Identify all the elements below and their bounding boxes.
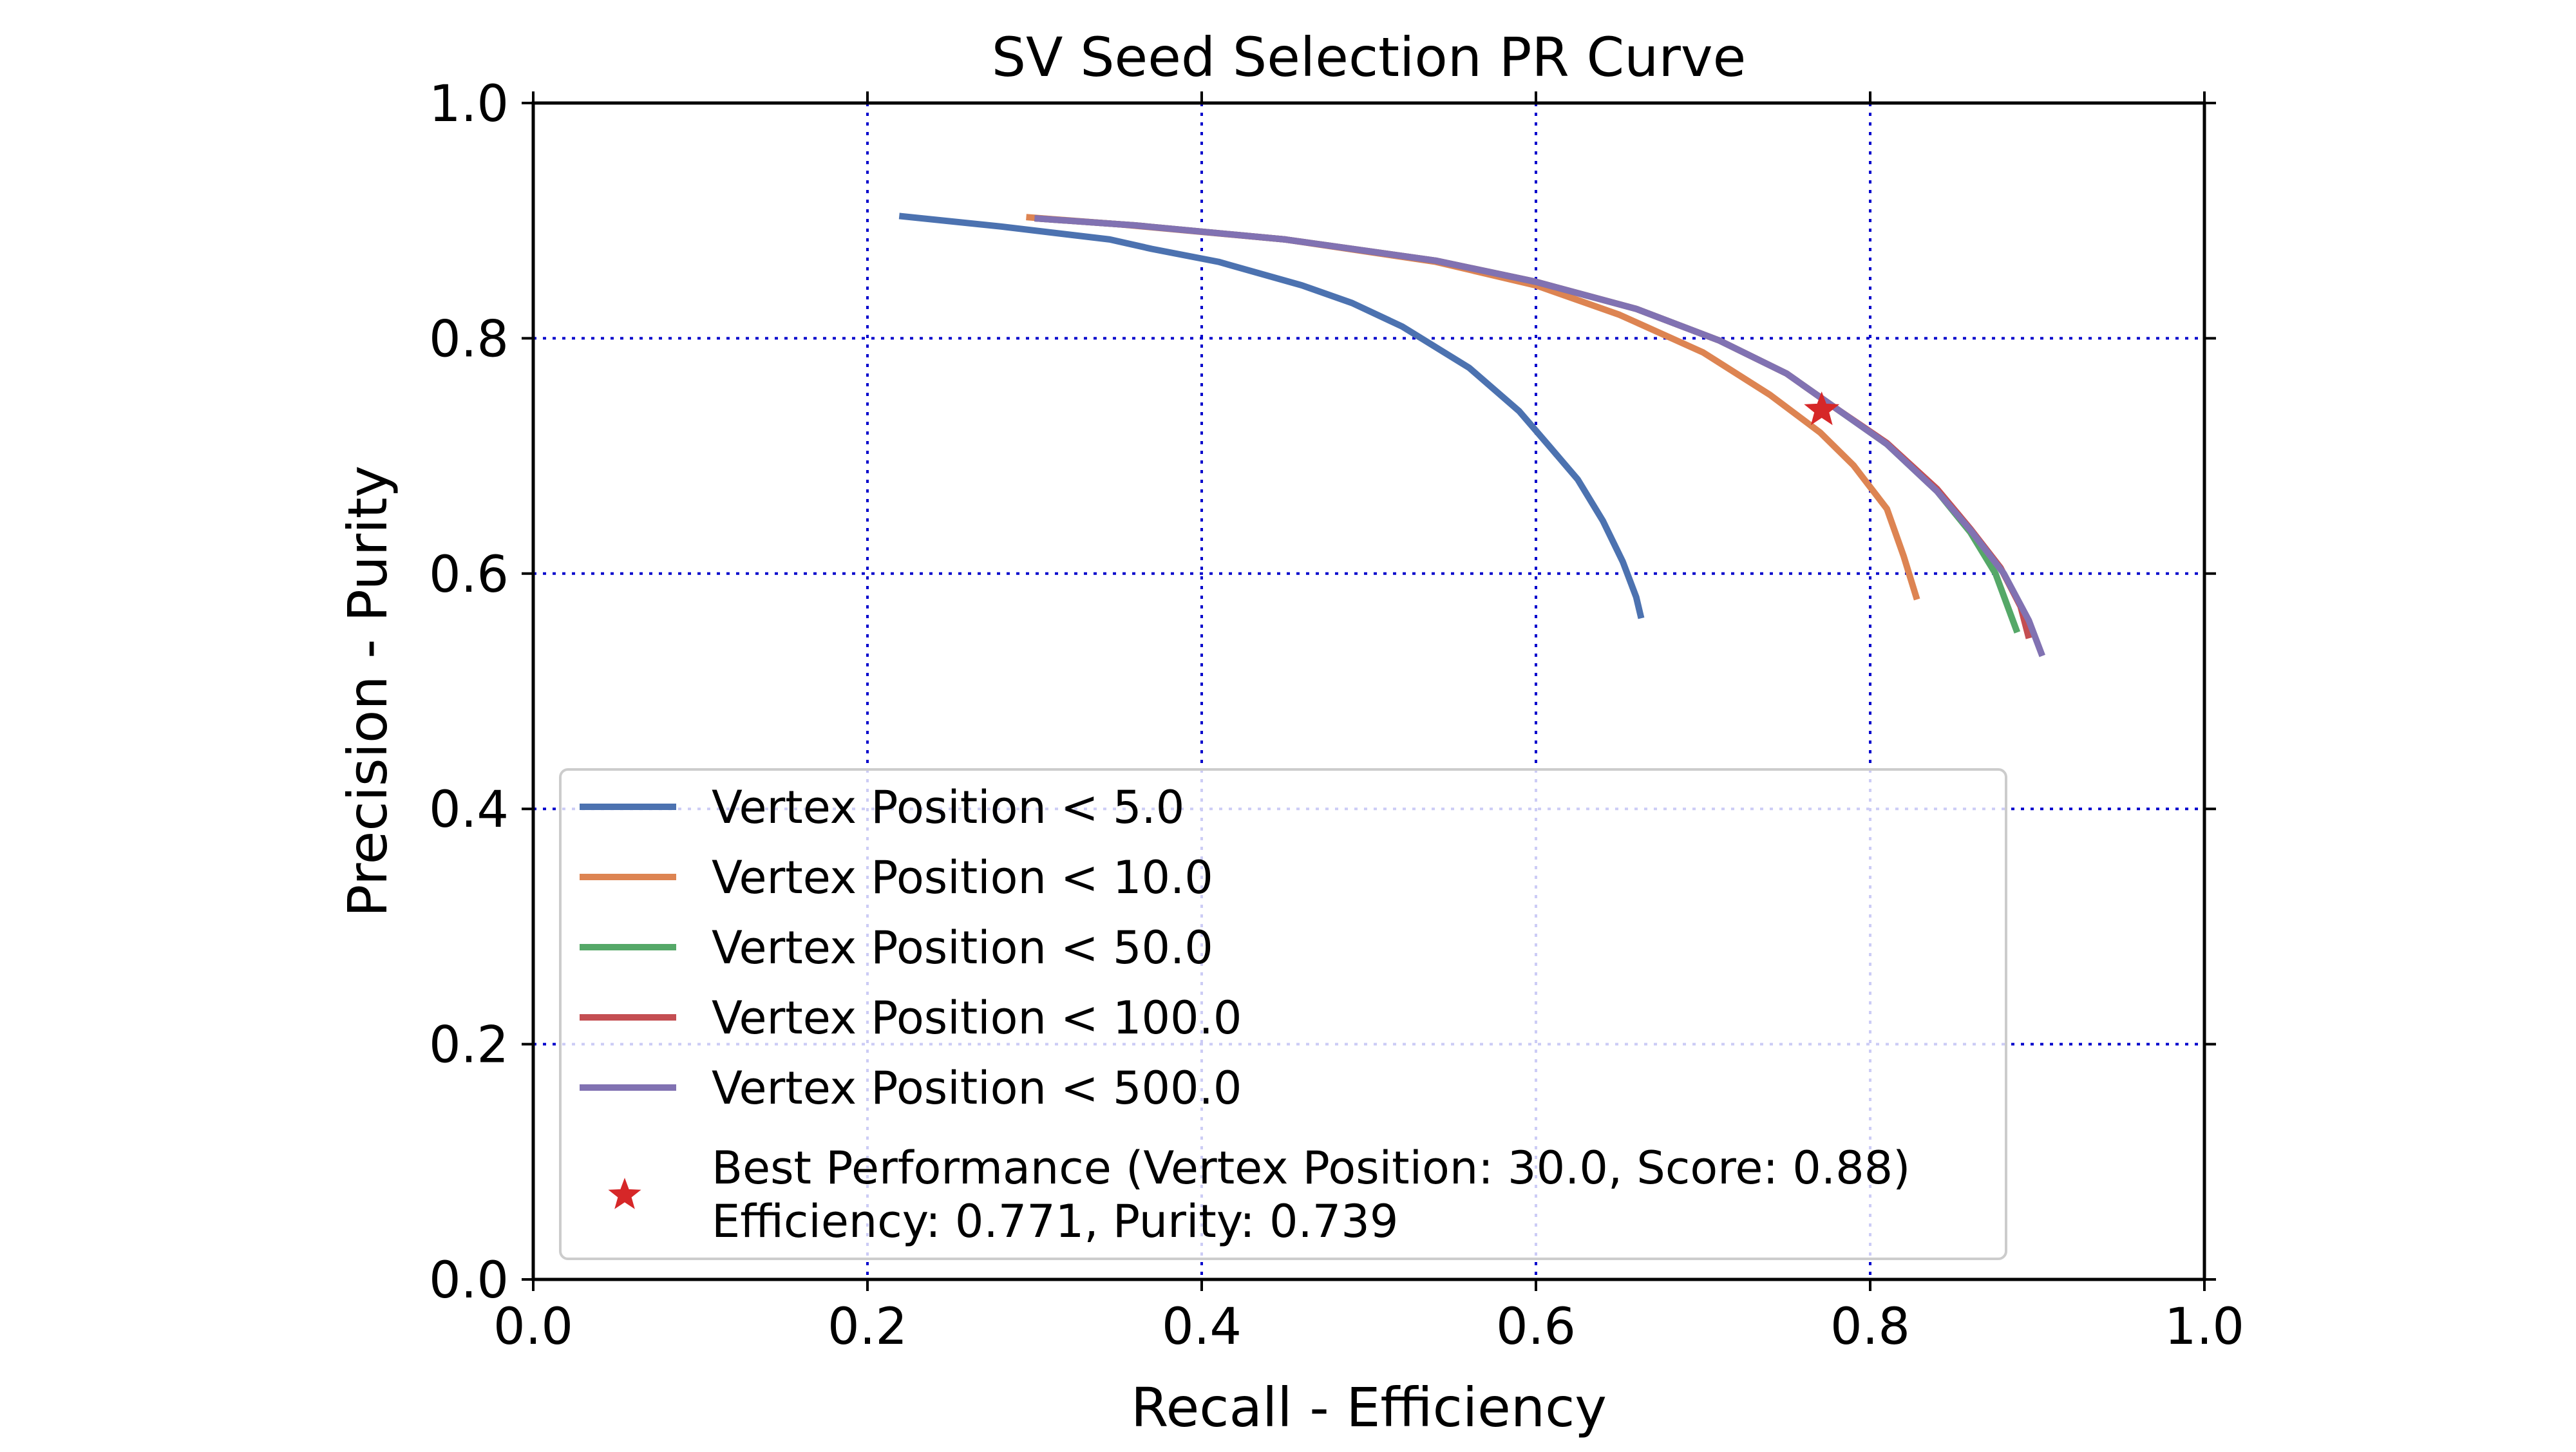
legend-best-efficiency-purity-label: Efficiency: 0.771, Purity: 0.739 xyxy=(712,1195,1398,1248)
y-tick-label: 0.0 xyxy=(429,1252,509,1310)
y-tick-label: 1.0 xyxy=(429,75,509,133)
legend-label-0: Vertex Position < 5.0 xyxy=(712,781,1184,834)
legend-star-swatch xyxy=(608,1178,641,1209)
y-tick-label: 0.8 xyxy=(429,310,509,368)
legend-best-performance-label: Best Performance (Vertex Position: 30.0,… xyxy=(712,1142,1910,1194)
x-tick-label: 0.6 xyxy=(1496,1298,1576,1356)
y-tick-label: 0.4 xyxy=(429,781,509,839)
chart-title: SV Seed Selection PR Curve xyxy=(992,26,1747,89)
x-axis-label: Recall - Efficiency xyxy=(1131,1376,1607,1439)
legend-label-3: Vertex Position < 100.0 xyxy=(712,992,1242,1044)
legend: Vertex Position < 5.0 Vertex Position < 1… xyxy=(559,768,2007,1260)
axis-ticks: 0.0 0.2 0.4 0.6 0.8 1.0 0.0 0.2 0.4 0.6 0.8 1.0 xyxy=(429,75,2244,1356)
x-tick-label: 1.0 xyxy=(2164,1298,2244,1356)
plot-area-frame xyxy=(531,101,2206,1281)
best-performance-star-marker xyxy=(1804,391,1840,426)
legend-label-2: Vertex Position < 50.0 xyxy=(712,921,1213,974)
y-tick-label: 0.6 xyxy=(429,546,509,604)
series-line-0 xyxy=(898,212,1645,619)
best-point-layer xyxy=(1804,391,1840,426)
legend-items: Vertex Position < 5.0 Vertex Position < 1… xyxy=(580,781,1242,1209)
series-lines xyxy=(898,212,2045,657)
legend-label-4: Vertex Position < 500.0 xyxy=(712,1062,1242,1115)
x-tick-label: 0.2 xyxy=(828,1298,907,1356)
legend-box xyxy=(559,768,2007,1260)
series-line-4 xyxy=(1034,215,2045,657)
legend-label-1: Vertex Position < 10.0 xyxy=(712,851,1213,904)
x-tick-label: 0.0 xyxy=(493,1298,573,1356)
x-tick-label: 0.8 xyxy=(1830,1298,1910,1356)
x-tick-label: 0.4 xyxy=(1162,1298,1242,1356)
y-tick-label: 0.2 xyxy=(429,1017,509,1075)
y-axis-label: Precision - Purity xyxy=(336,466,399,917)
